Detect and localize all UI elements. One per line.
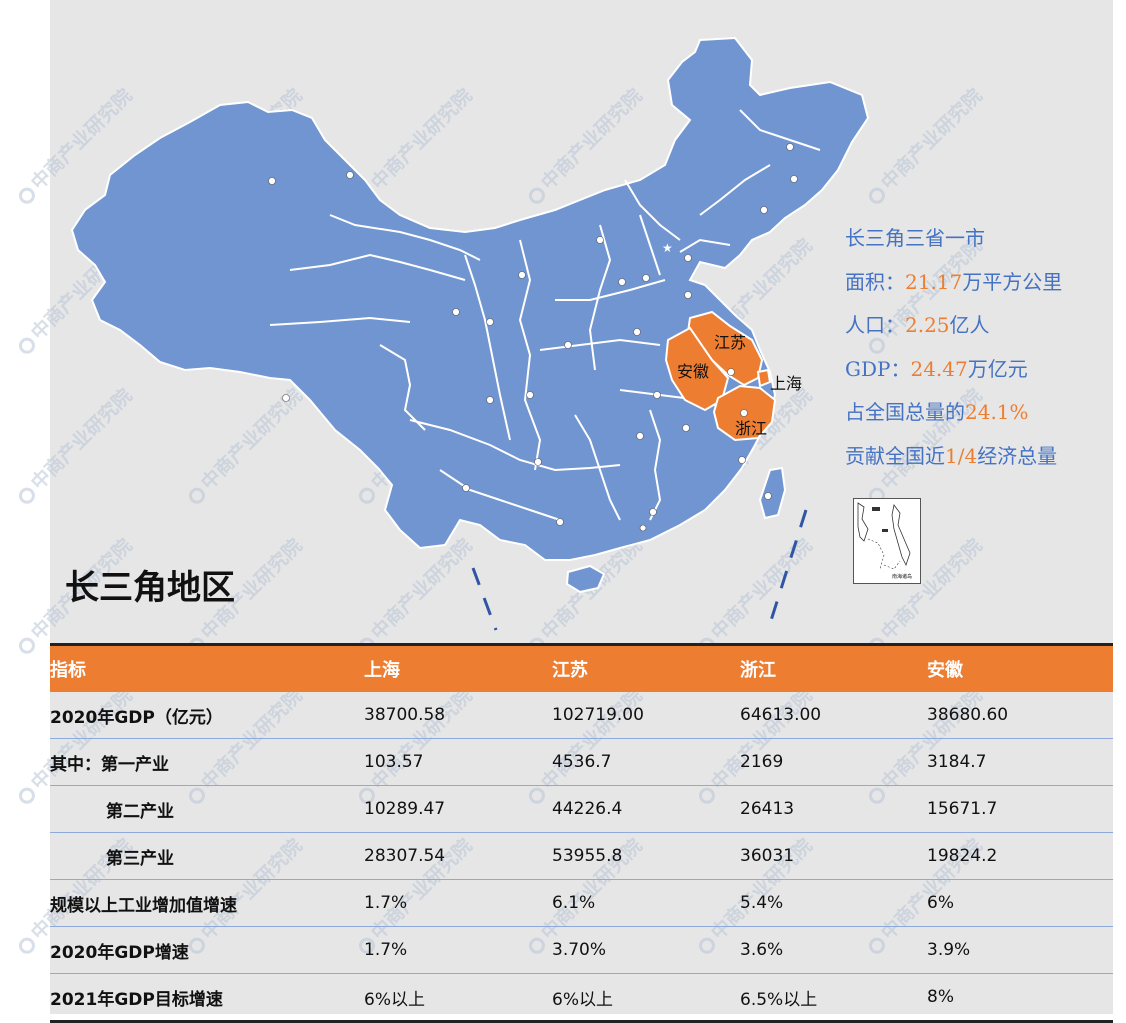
- row-label: 其中：第一产业: [50, 738, 364, 786]
- label-anhui: 安徽: [677, 362, 710, 381]
- table-cell: 6%以上: [552, 973, 740, 1023]
- province-borders: [269, 109, 821, 521]
- table-row: 第二产业 10289.47 44226.4 26413 15671.7: [50, 785, 1113, 833]
- table-cell: 26413: [740, 785, 927, 833]
- info-line-contribution: 贡献全国近1/4经济总量: [845, 443, 1058, 468]
- table-row: 其中：第一产业 103.57 4536.7 2169 3184.7: [50, 738, 1113, 786]
- hainan-island: [565, 564, 606, 594]
- watermark-logo-icon: [15, 784, 39, 807]
- capital-star-icon: ★: [662, 241, 673, 255]
- table-cell: 53955.8: [552, 832, 740, 880]
- table-cell: 1.7%: [364, 879, 552, 927]
- table-cell: 6%: [927, 879, 1113, 927]
- table-cell: 6.1%: [552, 879, 740, 927]
- table-cell: 2169: [740, 738, 927, 786]
- summary-info: 长三角三省一市 面积：21.17万平方公里 人口：2.25亿人 GDP：24.4…: [845, 222, 1062, 483]
- row-label: 规模以上工业增加值增速: [50, 879, 364, 927]
- table-row: 规模以上工业增加值增速 1.7% 6.1% 5.4% 6%: [50, 879, 1113, 927]
- table-cell: 38700.58: [364, 692, 552, 739]
- data-table: 指标 上海 江苏 浙江 安徽 2020年GDP（亿元） 38700.58 102…: [50, 643, 1113, 1023]
- table-cell: 10289.47: [364, 785, 552, 833]
- table-row: 第三产业 28307.54 53955.8 36031 19824.2: [50, 832, 1113, 880]
- table-cell: 3.9%: [927, 926, 1113, 974]
- row-label: 2020年GDP（亿元）: [50, 692, 364, 739]
- province-shanghai-shape: [756, 368, 772, 388]
- table-header-row: 指标 上海 江苏 浙江 安徽: [50, 643, 1113, 692]
- header-zhejiang: 浙江: [740, 643, 927, 692]
- table-cell: 19824.2: [927, 832, 1113, 880]
- row-label: 第二产业: [50, 785, 364, 833]
- row-label: 2021年GDP目标增速: [50, 973, 364, 1023]
- info-line-area: 面积：21.17万平方公里: [845, 269, 1063, 294]
- info-line-share: 占全国总量的24.1%: [845, 400, 1029, 424]
- china-mainland-shape: [70, 36, 870, 561]
- label-jiangsu: 江苏: [714, 333, 747, 352]
- table-cell: 3.70%: [552, 926, 740, 974]
- info-line-gdp: GDP：24.47万亿元: [845, 356, 1028, 381]
- table-cell: 15671.7: [927, 785, 1113, 833]
- header-anhui: 安徽: [927, 643, 1113, 692]
- table-cell: 6%以上: [364, 973, 552, 1023]
- label-shanghai: 上海: [770, 374, 803, 393]
- table-cell: 6.5%以上: [740, 973, 927, 1023]
- header-indicator: 指标: [50, 643, 364, 692]
- info-line-title: 长三角三省一市: [845, 226, 985, 250]
- row-label: 第三产业: [50, 832, 364, 880]
- pointer-dashes: [471, 509, 808, 631]
- table-cell: 4536.7: [552, 738, 740, 786]
- table-cell: 3184.7: [927, 738, 1113, 786]
- table-cell: 103.57: [364, 738, 552, 786]
- region-title: 长三角地区: [65, 568, 235, 608]
- table-cell: 64613.00: [740, 692, 927, 739]
- table-row: 2021年GDP目标增速 6%以上 6%以上 6.5%以上 8%: [50, 973, 1113, 1023]
- table-cell: 44226.4: [552, 785, 740, 833]
- row-label: 2020年GDP增速: [50, 926, 364, 974]
- table-cell: 36031: [740, 832, 927, 880]
- table-cell: 28307.54: [364, 832, 552, 880]
- table-row: 2020年GDP（亿元） 38700.58 102719.00 64613.00…: [50, 692, 1113, 739]
- header-jiangsu: 江苏: [552, 643, 740, 692]
- table-cell: 102719.00: [552, 692, 740, 739]
- china-map: ★: [70, 36, 870, 631]
- info-line-population: 人口：2.25亿人: [845, 313, 990, 337]
- table-cell: 8%: [927, 973, 1113, 1023]
- table-cell: 5.4%: [740, 879, 927, 927]
- inset-caption: 南海诸岛: [892, 574, 913, 580]
- capital-dots: [268, 143, 798, 532]
- table-cell: 38680.60: [927, 692, 1113, 739]
- table-cell: 1.7%: [364, 926, 552, 974]
- watermark-logo-icon: [15, 934, 39, 957]
- table-row: 2020年GDP增速 1.7% 3.70% 3.6% 3.9%: [50, 926, 1113, 974]
- province-anhui-shape: [664, 326, 730, 412]
- table-cell: 3.6%: [740, 926, 927, 974]
- label-zhejiang: 浙江: [735, 419, 768, 438]
- header-shanghai: 上海: [364, 643, 552, 692]
- south-china-sea-inset-icon: 南海诸岛: [853, 498, 921, 584]
- taiwan-island: [758, 466, 787, 520]
